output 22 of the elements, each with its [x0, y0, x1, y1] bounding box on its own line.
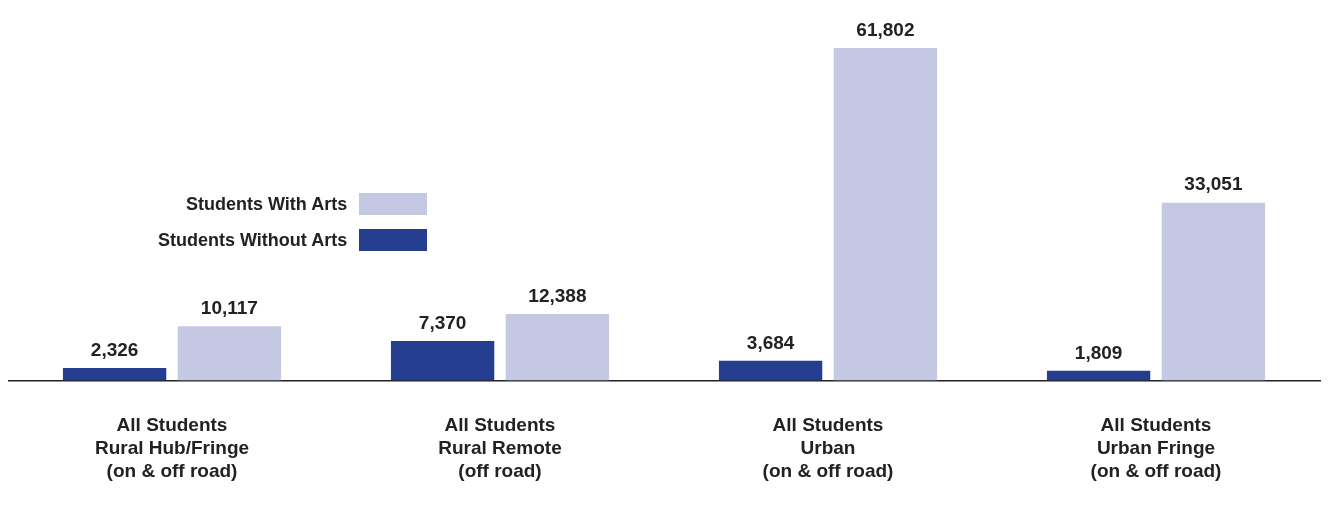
bar — [177, 326, 282, 381]
bar — [505, 313, 610, 381]
data-label: 3,684 — [746, 331, 795, 353]
data-label: 7,370 — [418, 311, 467, 333]
bar — [1046, 370, 1151, 381]
x-tick-label: All Students Rural Hub/Fringe (on & off road) — [94, 414, 250, 481]
data-label: 2,326 — [90, 338, 139, 360]
data-label: 10,117 — [200, 296, 258, 318]
data-label: 1,809 — [1074, 341, 1123, 363]
bar — [62, 368, 167, 381]
data-label: 61,802 — [856, 18, 915, 40]
legend-label: Students Without Arts — [158, 229, 348, 251]
data-label: 33,051 — [1184, 173, 1243, 195]
x-tick-label: All Students Rural Remote (off road) — [438, 414, 562, 481]
bar — [1161, 202, 1266, 381]
bar — [833, 48, 938, 381]
legend-label: Students With Arts — [185, 193, 348, 215]
bar — [718, 360, 823, 381]
x-tick-label: All Students Urban Fringe (on & off road) — [1090, 414, 1222, 481]
x-tick-label: All Students Urban (on & off road) — [762, 414, 894, 481]
data-label: 12,388 — [528, 284, 587, 306]
bar — [390, 340, 495, 381]
